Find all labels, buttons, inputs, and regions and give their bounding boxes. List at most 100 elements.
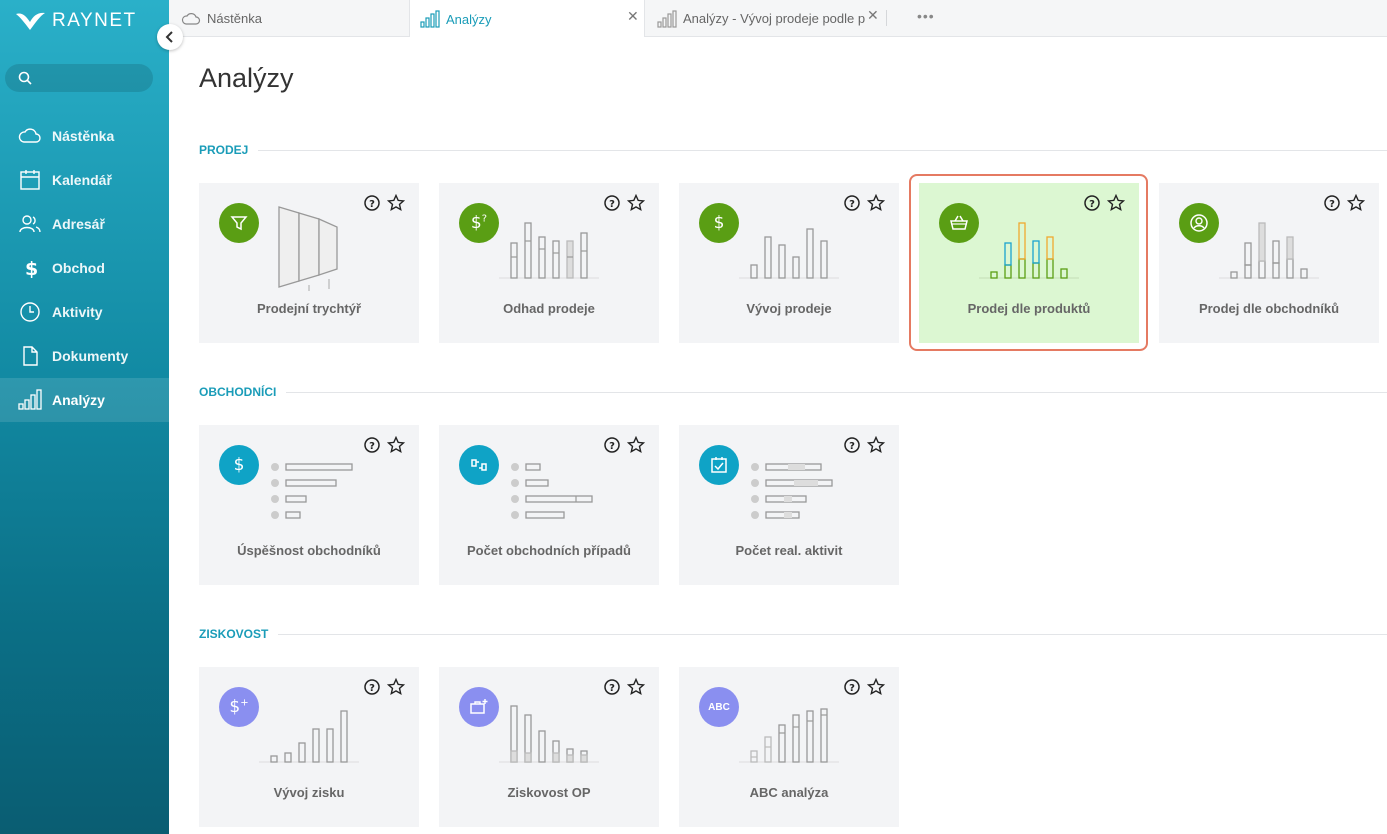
help-icon[interactable]: ? (843, 436, 861, 454)
card-label: ABC analýza (749, 785, 829, 800)
funnel-illustration (278, 206, 338, 291)
star-icon[interactable] (867, 194, 885, 212)
card-vyvoj-zisku[interactable]: $+ ? Vývoj zisku (199, 667, 419, 827)
help-icon[interactable]: ? (363, 678, 381, 696)
basket-icon (939, 203, 979, 243)
sidebar-item-analyzy[interactable]: Analýzy (0, 378, 169, 422)
tab-label: Nástěnka (207, 11, 262, 26)
svg-text:?: ? (369, 199, 375, 210)
svg-text:?: ? (609, 199, 615, 210)
tab-analyzy[interactable]: Analýzy ✕ (409, 0, 645, 38)
help-icon[interactable]: ? (363, 436, 381, 454)
search-icon (18, 71, 32, 85)
card-prodej-dle-obchodniku[interactable]: ? Prodej dle obchodníků (1159, 183, 1379, 343)
card-label: Odhad prodeje (503, 301, 595, 316)
card-label: Vývoj prodeje (746, 301, 832, 316)
card-ziskovost-op[interactable]: ? Ziskovost OP (439, 667, 659, 827)
tab-nastenka[interactable]: Nástěnka (181, 0, 409, 37)
sidebar-item-label: Adresář (52, 216, 105, 232)
bar-chart-icon (657, 9, 677, 28)
help-icon[interactable]: ? (843, 678, 861, 696)
star-icon[interactable] (627, 194, 645, 212)
bars-illustration (499, 222, 599, 279)
bar-chart-icon (420, 10, 440, 28)
star-icon[interactable] (387, 194, 405, 212)
card-pocet-obchodnich-pripadu[interactable]: ? Počet obchodních případů (439, 425, 659, 585)
star-icon[interactable] (627, 678, 645, 696)
abc-icon: ABC (699, 687, 739, 727)
briefcase-plus-icon (459, 687, 499, 727)
tab-bar: Nástěnka Analýzy ✕ Analýzy - Vývoj prode… (169, 0, 1387, 38)
section-header: PRODEJ (199, 140, 1387, 160)
star-icon[interactable] (1347, 194, 1365, 212)
cloud-icon (181, 12, 201, 25)
card-label: Vývoj zisku (273, 785, 345, 800)
card-pocet-real-aktivit[interactable]: ? Počet real. aktivit (679, 425, 899, 585)
more-tabs-icon[interactable]: ••• (917, 8, 935, 24)
tab-close-icon[interactable]: ✕ (627, 8, 639, 24)
card-label: Ziskovost OP (507, 785, 591, 800)
tab-close-icon[interactable]: ✕ (867, 7, 879, 23)
star-icon[interactable] (627, 436, 645, 454)
star-icon[interactable] (867, 678, 885, 696)
brand-name: RAYNET (52, 10, 137, 31)
sidebar-item-dokumenty[interactable]: Dokumenty (0, 334, 169, 378)
tab-label: Analýzy - Vývoj prodeje podle p (683, 11, 866, 26)
dollar-icon: $ (699, 203, 739, 243)
search-input[interactable] (40, 70, 150, 86)
card-odhad-prodeje[interactable]: $? ? Odhad prodeje (439, 183, 659, 343)
calendar-check-icon (699, 445, 739, 485)
sidebar-item-label: Analýzy (52, 392, 105, 408)
sidebar-item-kalendar[interactable]: Kalendář (0, 158, 169, 202)
user-circle-icon (1179, 203, 1219, 243)
svg-text:?: ? (369, 683, 375, 694)
sidebar-item-aktivity[interactable]: Aktivity (0, 290, 169, 334)
calendar-icon (20, 170, 40, 190)
tab-vyvoj-prodeje[interactable]: Analýzy - Vývoj prodeje podle p ✕ (657, 0, 887, 37)
card-label: Prodejní trychtýř (256, 301, 362, 316)
stacked-bars-illustration (1219, 222, 1319, 279)
star-icon[interactable] (867, 436, 885, 454)
star-icon[interactable] (1107, 194, 1125, 212)
page-title: Analýzy (199, 63, 294, 93)
card-label: Úspěšnost obchodníků (237, 543, 381, 558)
funnel-icon (219, 203, 259, 243)
help-icon[interactable]: ? (1083, 194, 1101, 212)
help-icon[interactable]: ? (363, 194, 381, 212)
help-icon[interactable]: ? (603, 436, 621, 454)
raynet-logo[interactable]: RAYNET (14, 8, 137, 34)
help-icon[interactable]: ? (603, 678, 621, 696)
svg-text:?: ? (849, 441, 855, 452)
sidebar-item-adresar[interactable]: Adresář (0, 202, 169, 246)
section-prodej: PRODEJ (199, 140, 1387, 160)
star-icon[interactable] (387, 436, 405, 454)
card-abc-analyza[interactable]: ABC ? ABC analýza (679, 667, 899, 827)
section-obchodnici: OBCHODNÍCI (199, 382, 1387, 402)
search-box[interactable] (5, 64, 153, 92)
help-icon[interactable]: ? (603, 194, 621, 212)
sidebar-item-label: Kalendář (52, 172, 112, 188)
card-label: Počet real. aktivit (735, 543, 843, 558)
bars-illustration (499, 705, 599, 763)
star-icon[interactable] (387, 678, 405, 696)
main-content: Analýzy PRODEJ ? Prodejní trychtýř $? ? (169, 37, 1387, 834)
card-prodej-dle-produktu[interactable]: ? Prodej dle produktů (919, 183, 1139, 343)
sidebar-item-obchod[interactable]: $ Obchod (0, 246, 169, 290)
svg-text:?: ? (849, 199, 855, 210)
svg-text:?: ? (609, 441, 615, 452)
raynet-bird-icon (16, 12, 45, 31)
collapse-sidebar-button[interactable] (157, 24, 183, 50)
tab-label: Analýzy (446, 11, 492, 27)
document-icon (23, 346, 38, 366)
card-vyvoj-prodeje[interactable]: $ ? Vývoj prodeje (679, 183, 899, 343)
cloud-icon (18, 128, 41, 143)
bars-illustration (739, 228, 839, 279)
chevron-left-icon (165, 31, 173, 43)
card-prodejni-trychtyr[interactable]: ? Prodejní trychtýř (199, 183, 419, 343)
sidebar-item-nastenka[interactable]: Nástěnka (0, 114, 169, 158)
card-uspesnost-obchodniku[interactable]: $ ? Úspěšnost obchodníků (199, 425, 419, 585)
sidebar-item-label: Nástěnka (52, 128, 115, 144)
help-icon[interactable]: ? (843, 194, 861, 212)
help-icon[interactable]: ? (1323, 194, 1341, 212)
dollar-question-icon: $? (459, 203, 499, 243)
